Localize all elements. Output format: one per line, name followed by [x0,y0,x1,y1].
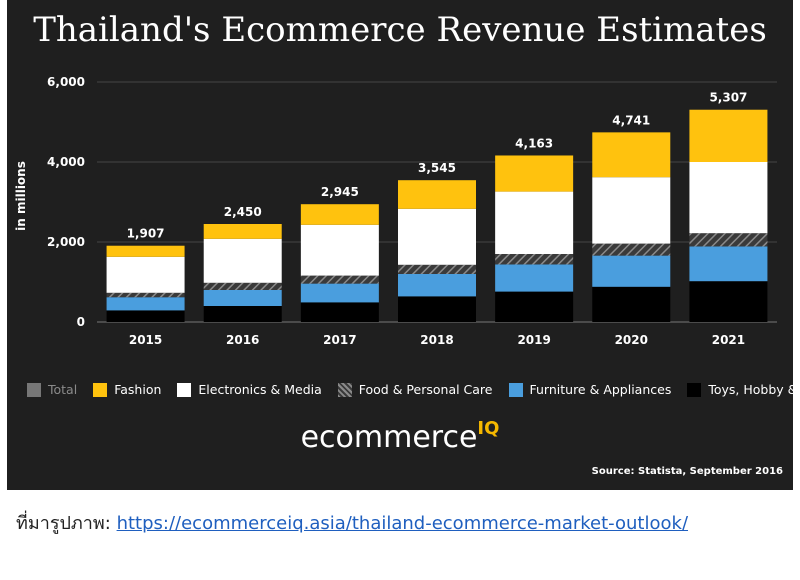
total-label: 2,450 [224,205,262,219]
image-caption: ที่มารูปภาพ: https://ecommerceiq.asia/th… [16,508,688,537]
bar-segment-furniture [300,283,379,303]
x-tick-label: 2015 [129,333,162,347]
y-tick-label: 2,000 [47,235,85,249]
y-axis-label: in millions [14,161,28,231]
caption-prefix: ที่มารูปภาพ: [16,513,111,534]
bar-segment-toys [495,291,574,322]
chart-labels: 0 2,000 4,000 6,000 1,907 2015 2,450 2016 2,945 2… [47,75,747,347]
x-tick-label: 2020 [615,333,648,347]
bar-segment-fashion [300,204,379,225]
bar-segment-electronics [495,191,574,254]
chart-svg: 0 2,000 4,000 6,000 1,907 2015 2,450 2016 2,945 2… [14,75,777,347]
bar-segment-electronics [106,256,185,293]
legend-swatch [93,382,108,397]
legend-swatch [337,382,352,397]
bar-segment-food [398,264,476,274]
legend-label: Furniture & Appliances [529,382,672,397]
chart-panel: Thailand's Ecommerce Revenue Estimates 0… [7,0,800,490]
bar-segment-food [106,292,185,298]
x-tick-label: 2017 [323,333,356,347]
x-tick-label: 2021 [712,333,745,347]
bar-segment-furniture [495,264,574,292]
legend-label: Food & Personal Care [358,382,493,397]
bar-segment-electronics [689,162,768,234]
total-label: 4,741 [612,113,650,127]
bar-segment-fashion [398,180,476,209]
bar-segment-food [689,233,768,247]
bars [106,109,768,322]
bar-segment-fashion [689,109,768,162]
legend: Total Fashion Electronics & Media Food & Pe… [27,382,800,397]
logo-superscript: IQ [477,418,500,439]
y-tick-label: 4,000 [47,155,85,169]
legend-item: Total [27,382,77,397]
source-link[interactable]: https://ecommerceiq.asia/thailand-ecomme… [116,513,689,534]
legend-swatch [27,382,41,397]
bar-segment-food [495,254,574,265]
total-label: 3,545 [418,161,456,175]
legend-label: Toys, Hobby & DIY [708,382,800,397]
bar-segment-furniture [203,290,282,306]
bar-segment-toys [398,296,476,322]
x-tick-label: 2016 [226,333,259,347]
bar-segment-furniture [592,255,671,287]
total-label: 2,945 [321,185,359,199]
legend-swatch [177,382,192,397]
legend-item: Furniture & Appliances [508,382,672,397]
total-label: 5,307 [709,91,747,105]
bar-segment-electronics [300,224,379,276]
bar-segment-toys [203,306,282,322]
y-tick-label: 0 [77,315,85,329]
total-label: 1,907 [127,227,165,241]
bar-segment-furniture [689,246,768,282]
bar-segment-food [203,282,282,290]
bar-segment-fashion [495,155,574,192]
bar-segment-toys [106,310,185,322]
bar-segment-food [300,275,379,284]
total-label: 4,163 [515,136,553,150]
bar-segment-furniture [106,297,185,311]
legend-swatch [508,382,523,397]
x-tick-label: 2018 [420,333,453,347]
bar-segment-fashion [203,224,282,239]
legend-item: Toys, Hobby & DIY [687,382,800,397]
bar-segment-electronics [203,238,282,283]
bar-segment-food [592,243,671,256]
bar-segment-electronics [592,177,671,244]
legend-item: Electronics & Media [177,382,322,397]
legend-label: Electronics & Media [198,382,322,397]
logo-text: ecommerce [300,420,478,455]
legend-label: Fashion [114,382,162,397]
bar-segment-furniture [398,274,476,297]
bar-segment-toys [592,286,671,322]
bar-segment-fashion [106,245,185,257]
legend-label: Total [48,382,78,397]
bar-segment-fashion [592,132,671,178]
legend-item: Fashion [93,382,161,397]
chart-title: Thailand's Ecommerce Revenue Estimates [33,10,767,50]
bar-segment-toys [689,281,768,322]
legend-item: Food & Personal Care [337,382,493,397]
x-tick-label: 2019 [517,333,550,347]
y-tick-label: 6,000 [47,75,85,89]
bar-segment-toys [300,302,379,322]
bar-segment-electronics [398,208,476,265]
legend-swatch [687,382,702,397]
ecommerceiq-logo: ecommerceIQ [7,418,793,455]
source-note: Source: Statista, September 2016 [591,466,783,477]
